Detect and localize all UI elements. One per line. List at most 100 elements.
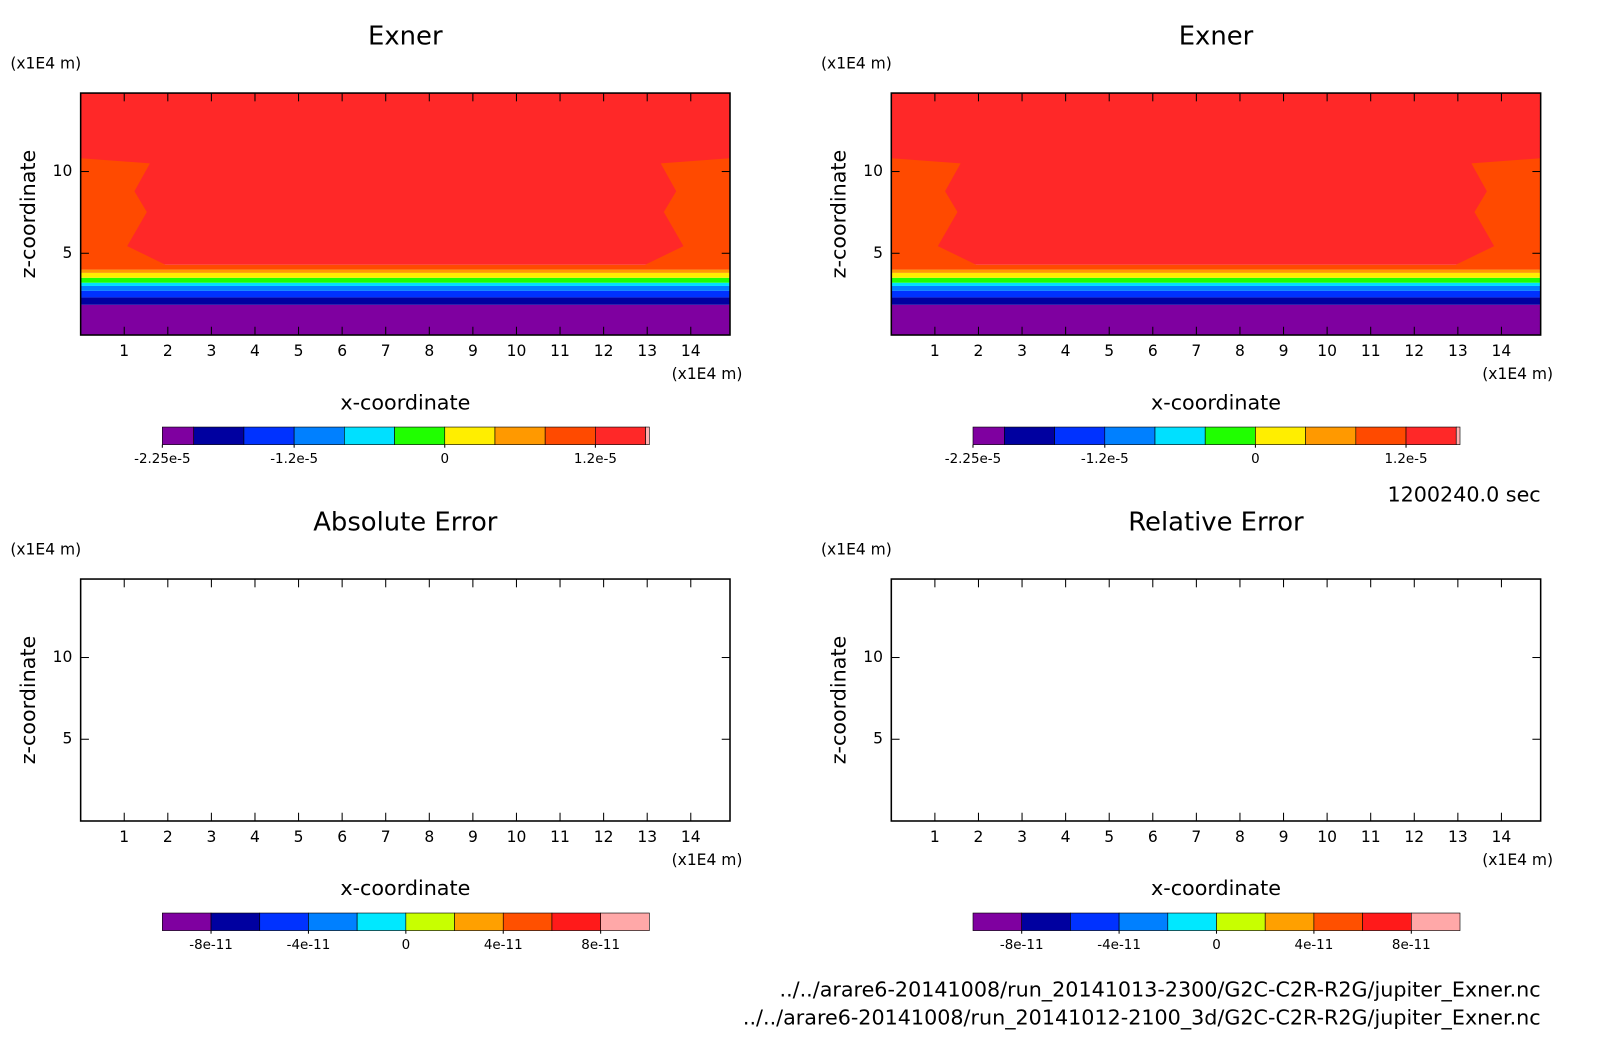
y-unit: (x1E4 m)	[821, 541, 892, 559]
colorbar-segment	[972, 426, 1005, 445]
contour-lobe	[1455, 158, 1541, 270]
colorbar-segment	[344, 426, 395, 445]
colorbar-tick-label: -4e-11	[1097, 938, 1141, 953]
colorbar-segment	[972, 912, 1023, 931]
x-tick-label: 8	[1235, 828, 1245, 846]
contour-band	[891, 269, 1541, 273]
x-tick-label: 4	[1061, 828, 1071, 846]
colorbar-segment	[1264, 912, 1315, 931]
contour-band	[891, 304, 1541, 336]
y-tick-label: 10	[863, 648, 883, 666]
panel: Absolute Error (x1E4 m) (x1E4 m) x-coordina…	[10, 508, 742, 953]
colorbar-segment	[494, 426, 546, 445]
colorbar-segment	[595, 426, 646, 445]
colorbar-segment	[1204, 426, 1256, 445]
colorbar-tick-label: 4e-11	[484, 938, 523, 953]
colorbar-segment	[502, 912, 553, 931]
colorbar-tick-label: 1.2e-5	[1385, 452, 1428, 467]
x-unit: (x1E4 m)	[1482, 851, 1553, 869]
y-unit: (x1E4 m)	[10, 55, 81, 73]
x-tick-label: 8	[424, 342, 434, 360]
x-unit: (x1E4 m)	[672, 365, 743, 383]
contour-band	[80, 282, 731, 286]
panel-title: Relative Error	[1128, 508, 1304, 538]
contour-band	[891, 264, 1541, 270]
contour-lobe	[80, 158, 166, 270]
colorbar-segment	[645, 426, 650, 445]
colorbar-tick-label: 0	[440, 452, 449, 467]
contour-band	[891, 272, 1541, 278]
x-tick-label: 1	[930, 342, 940, 360]
plot-frame	[890, 578, 1542, 822]
colorbar-segment	[259, 912, 309, 931]
contour-band	[80, 277, 731, 283]
plot-frame	[79, 92, 731, 336]
panel: Relative Error (x1E4 m) (x1E4 m) x-coordina…	[821, 508, 1553, 953]
contour-band	[891, 297, 1541, 305]
colorbar-segment	[1362, 912, 1412, 931]
x-tick-label: 2	[974, 342, 984, 360]
x-tick-label: 5	[294, 342, 304, 360]
x-tick-label: 7	[1191, 828, 1201, 846]
colorbar-segment	[1313, 912, 1363, 931]
x-tick-label: 9	[468, 828, 478, 846]
y-tick-label: 10	[53, 162, 73, 180]
figure-body: 1200240.0 sec ../../arare6-20141008/run_…	[10, 22, 1553, 1031]
colorbar-segment	[1118, 912, 1169, 931]
x-tick-label: 9	[1279, 342, 1289, 360]
colorbar-tick-label: -4e-11	[287, 938, 331, 953]
x-tick-label: 9	[1279, 828, 1289, 846]
colorbar-segment	[544, 426, 596, 445]
x-tick-label: 13	[1448, 342, 1468, 360]
contour-band	[80, 297, 731, 305]
colorbar-segment	[454, 912, 504, 931]
contour-lobe	[891, 158, 977, 270]
x-tick-label: 11	[550, 828, 570, 846]
x-tick-label: 13	[637, 828, 657, 846]
colorbar-tick-label: 0	[402, 938, 411, 953]
x-tick-label: 3	[206, 342, 216, 360]
x-tick-label: 3	[1017, 342, 1027, 360]
x-tick-label: 4	[250, 828, 260, 846]
colorbar-segment	[1410, 912, 1461, 931]
x-tick-label: 2	[974, 828, 984, 846]
contour-band	[891, 282, 1541, 286]
colorbar-segment	[1455, 426, 1461, 445]
x-tick-label: 5	[1104, 342, 1114, 360]
contour-band	[80, 264, 731, 270]
x-tick-label: 2	[163, 342, 173, 360]
panel: Exner (x1E4 m) (x1E4 m) x-coordinate z-coord…	[10, 22, 742, 467]
panel-title: Exner	[368, 22, 443, 52]
plot-frame	[79, 578, 731, 822]
colorbar-segment	[394, 426, 446, 445]
y-tick-label: 5	[63, 244, 73, 262]
colorbar-segment	[162, 426, 195, 445]
colorbar-tick-label: -8e-11	[189, 938, 233, 953]
contour-band	[80, 285, 731, 291]
x-tick-label: 6	[337, 342, 347, 360]
y-axis-label: z-coordinate	[16, 150, 40, 279]
x-tick-label: 5	[294, 828, 304, 846]
colorbar-segment	[551, 912, 601, 931]
x-unit: (x1E4 m)	[1482, 365, 1553, 383]
y-unit: (x1E4 m)	[10, 541, 81, 559]
y-tick-label: 5	[873, 730, 883, 748]
colorbar-segment	[1154, 426, 1206, 445]
x-tick-label: 10	[1317, 828, 1337, 846]
panel-title: Absolute Error	[313, 508, 498, 538]
x-tick-label: 12	[594, 342, 614, 360]
colorbar-tick-label: 1.2e-5	[574, 452, 617, 467]
colorbar-segment	[1167, 912, 1217, 931]
time-label: 1200240.0 sec	[1387, 482, 1540, 506]
colorbar-segment	[243, 426, 295, 445]
x-axis-label: x-coordinate	[340, 390, 470, 414]
x-tick-label: 13	[1448, 828, 1468, 846]
y-axis-label: z-coordinate	[827, 150, 851, 279]
x-axis-label: x-coordinate	[1151, 390, 1281, 414]
x-tick-label: 13	[637, 342, 657, 360]
colorbar-tick-label: -1.2e-5	[1081, 452, 1129, 467]
x-tick-label: 7	[1191, 342, 1201, 360]
contour-band	[80, 269, 731, 273]
